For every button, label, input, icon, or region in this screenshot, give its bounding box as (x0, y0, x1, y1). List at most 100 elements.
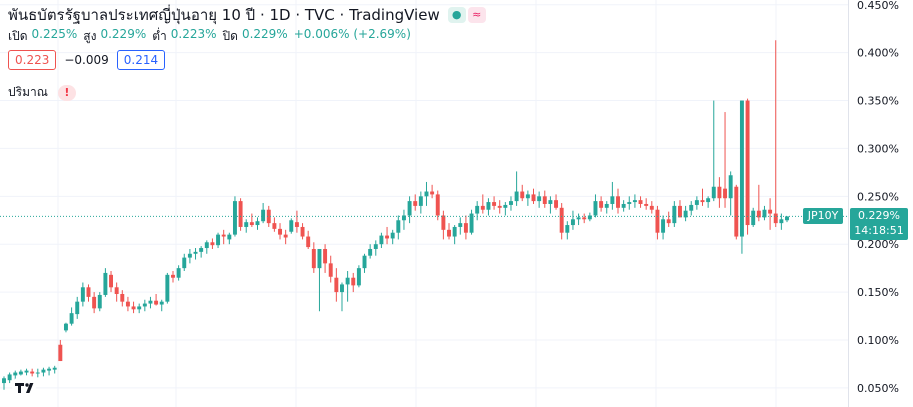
y-tick-label: 0.150% (857, 286, 899, 299)
candle (379, 232, 384, 249)
candle (125, 296, 130, 312)
tradingview-logo-icon[interactable] (8, 375, 40, 399)
candle-body (272, 223, 277, 229)
candle-body (497, 205, 502, 208)
candle (221, 229, 226, 245)
change-value: +0.006% (+2.69%) (293, 27, 411, 41)
volume-label[interactable]: ปริมาณ (8, 85, 48, 99)
candle (58, 339, 63, 362)
indicator-left-value: 0.223 (8, 50, 57, 70)
candle (266, 205, 271, 227)
candle-body (97, 294, 102, 309)
candle-body (311, 248, 316, 269)
candle-body (587, 215, 592, 220)
candle-body (525, 194, 530, 199)
candle-body (407, 201, 412, 216)
candle (689, 201, 694, 216)
candle-body (238, 201, 243, 227)
high-label: สูง (83, 29, 97, 43)
candle (554, 194, 559, 210)
candle (559, 203, 564, 240)
candle-body (739, 100, 744, 237)
candle-body (227, 234, 232, 240)
indicator-legend[interactable]: 0.223 −0.009 0.214 (8, 50, 166, 70)
candle (616, 188, 620, 214)
candle-body (509, 201, 513, 205)
wave-icon[interactable]: ≈ (467, 7, 486, 23)
candle (35, 368, 40, 378)
candle-body (542, 196, 547, 204)
candle (75, 296, 80, 319)
candle (272, 217, 277, 232)
candle (80, 282, 85, 307)
candle-body (677, 205, 682, 218)
candle (548, 196, 553, 214)
candle-body (356, 268, 361, 286)
candle-body (249, 222, 254, 226)
candle-body (368, 248, 373, 256)
candle-body (323, 248, 328, 264)
candle (204, 240, 209, 254)
candle (683, 205, 688, 222)
candle (345, 271, 350, 302)
candle-body (559, 207, 564, 233)
candle (627, 196, 632, 210)
candle-body (768, 209, 773, 214)
candle (131, 301, 136, 314)
candle-body (306, 236, 311, 248)
candle (762, 205, 767, 221)
candle-body (345, 277, 350, 285)
candle-body (171, 274, 175, 278)
candle-body (447, 229, 451, 237)
candle (441, 210, 446, 240)
candle-body (492, 202, 497, 206)
candle (227, 232, 232, 245)
candle-body (711, 186, 716, 199)
candle (638, 196, 643, 208)
y-tick-label: 0.050% (857, 382, 899, 395)
candle-body (210, 242, 215, 246)
candle-body (379, 235, 384, 245)
candle-body (413, 201, 418, 206)
candle-body (300, 226, 305, 237)
candle-body (632, 200, 637, 203)
volume-legend[interactable]: ปริมาณ ! (8, 83, 76, 102)
candle (785, 216, 789, 223)
candle-body (638, 200, 643, 204)
candle-body (334, 277, 339, 293)
candle (351, 272, 356, 293)
candle-body (401, 215, 406, 221)
chart-legend-title[interactable]: พันธบัตรรัฐบาลประเทศญี่ปุ่นอายุ 10 ปี · … (8, 3, 486, 27)
candle-body (666, 219, 671, 224)
candle-body (469, 213, 474, 233)
candle (677, 200, 682, 218)
candle (114, 282, 119, 302)
candle (69, 307, 74, 326)
candle (711, 100, 716, 202)
candle (779, 213, 784, 230)
symbol-title[interactable]: พันธบัตรรัฐบาลประเทศญี่ปุ่นอายุ 10 ปี · … (8, 6, 440, 24)
candle-body (452, 226, 457, 237)
candle-body (593, 201, 598, 216)
close-label: ปิด (222, 29, 238, 43)
candle-body (30, 371, 35, 374)
candle-body (785, 216, 789, 221)
warning-icon[interactable]: ! (57, 84, 76, 101)
status-dot-icon[interactable]: ● (447, 7, 466, 23)
candle-body (756, 210, 761, 218)
open-label: เปิด (8, 29, 28, 43)
candle (728, 171, 733, 216)
candle (610, 181, 615, 210)
candle (328, 255, 333, 283)
candle-body (745, 100, 750, 226)
candle-body (294, 222, 299, 227)
candle-body (289, 220, 294, 232)
candle-body (373, 244, 378, 249)
price-axis[interactable]: 0.450% 0.400% 0.350% 0.300% 0.250% 0.200% 0.15… (857, 0, 899, 395)
candle-body (317, 248, 322, 269)
candle-body (424, 191, 429, 197)
candle (289, 218, 294, 234)
candle-body (396, 220, 401, 233)
candle-body (244, 222, 249, 227)
